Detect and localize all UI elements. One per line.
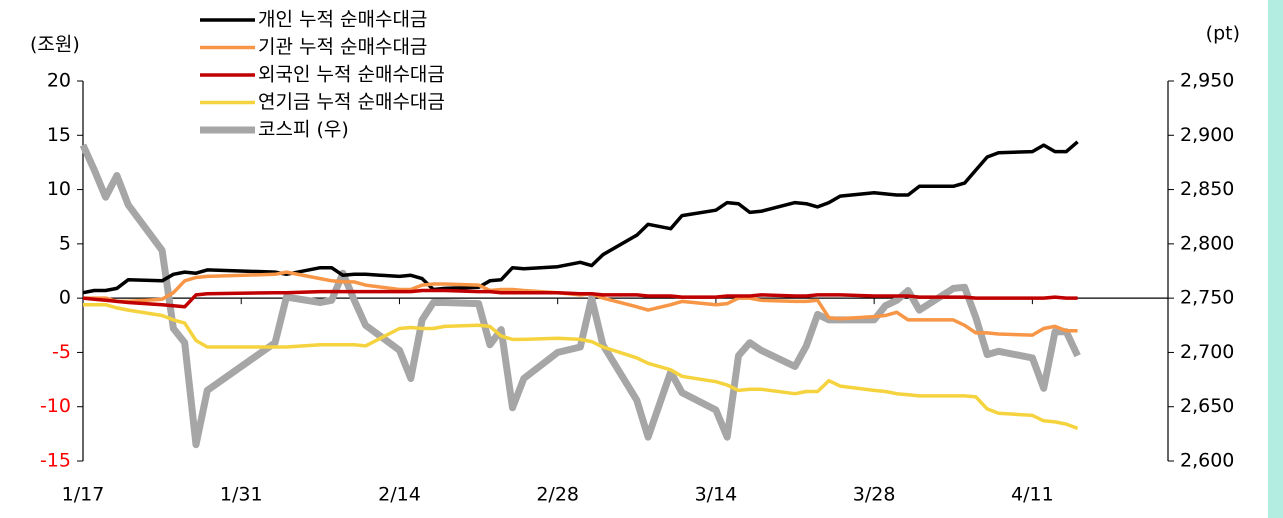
series-line	[82, 140, 1079, 295]
y-tick-label: -10	[40, 395, 71, 417]
y-tick-label: -15	[40, 450, 71, 472]
x-tick-label: 2/28	[536, 484, 579, 506]
y2-tick-label: 2,950	[1180, 70, 1234, 92]
y2-tick-label: 2,650	[1180, 395, 1234, 417]
y2-tick-label: 2,600	[1180, 450, 1234, 472]
y2-axis-label: (pt)	[1206, 23, 1240, 45]
side-strip	[1268, 0, 1283, 518]
series-line	[79, 143, 1081, 449]
x-tick-label: 3/28	[853, 484, 896, 506]
y-tick-label: 15	[47, 124, 71, 146]
legend-label: 기관 누적 순매수대금	[258, 36, 427, 58]
y2-tick-label: 2,800	[1180, 232, 1234, 254]
series-line	[83, 302, 1079, 431]
y2-tick-label: 2,700	[1180, 341, 1234, 363]
y-tick-label: 5	[59, 232, 71, 254]
legend-label: 개인 누적 순매수대금	[258, 9, 427, 31]
y-tick-label: -5	[52, 341, 71, 363]
legend-label: 코스피 (우)	[258, 119, 349, 141]
y-tick-label: 20	[47, 70, 71, 92]
x-tick-label: 2/14	[378, 484, 421, 506]
legend-label: 외국인 누적 순매수대금	[258, 64, 445, 86]
x-tick-label: 3/14	[695, 484, 738, 506]
y-axis-label: (조원)	[30, 34, 80, 56]
x-tick-label: 1/17	[62, 484, 105, 506]
y-tick-label: 0	[59, 287, 71, 309]
x-tick-label: 4/11	[1011, 484, 1054, 506]
x-tick-label: 1/31	[220, 484, 263, 506]
y-tick-label: 10	[47, 178, 71, 200]
y2-tick-label: 2,850	[1180, 178, 1234, 200]
y2-tick-label: 2,900	[1180, 124, 1234, 146]
y2-tick-label: 2,750	[1180, 287, 1234, 309]
series-line	[82, 288, 1078, 309]
legend-label: 연기금 누적 순매수대금	[258, 91, 445, 113]
